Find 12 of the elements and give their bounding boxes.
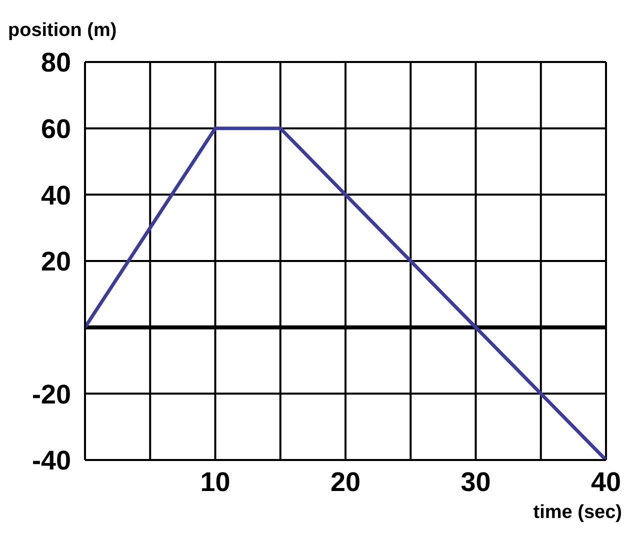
- y-tick-label: 40: [40, 180, 71, 210]
- y-tick-label: 80: [40, 48, 71, 78]
- x-tick-label: 30: [460, 467, 491, 498]
- x-axis-title: time (sec): [533, 502, 622, 524]
- y-tick-label: 20: [40, 246, 71, 277]
- x-tick-label: 20: [330, 467, 361, 498]
- y-tick-label: -20: [32, 379, 71, 410]
- y-axis-title: position (m): [8, 20, 117, 42]
- x-tick-label: 40: [590, 467, 622, 498]
- x-tick-label: 10: [200, 467, 230, 498]
- y-tick-label: -40: [32, 446, 71, 476]
- y-tick-label: 60: [40, 114, 71, 144]
